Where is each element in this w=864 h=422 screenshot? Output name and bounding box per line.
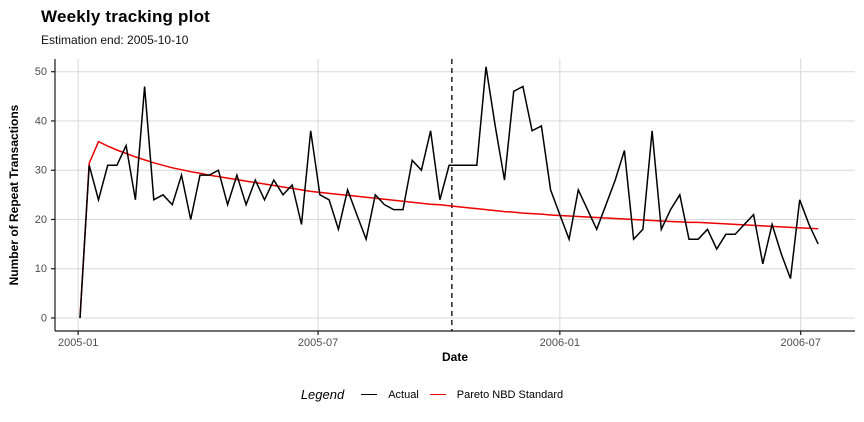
svg-text:0: 0 [41, 313, 47, 325]
svg-text:30: 30 [35, 165, 47, 177]
chart-title: Weekly tracking plot [41, 7, 211, 26]
svg-text:2006-01: 2006-01 [540, 337, 580, 349]
axis-lines [54, 59, 855, 332]
gridlines [55, 59, 855, 331]
tick-marks [51, 71, 802, 335]
svg-text:40: 40 [35, 115, 47, 127]
actual-legend-label: Actual [388, 388, 419, 401]
legend-title: Legend [300, 387, 345, 402]
predicted-series-line [79, 140, 819, 319]
predicted-legend-swatch-line [429, 394, 446, 395]
tick-labels: 0 10 20 30 40 50 2005-01 2005-07 2006-01 2006-07 [35, 66, 821, 349]
actual-series-line [79, 66, 819, 319]
svg-text:20: 20 [35, 214, 47, 226]
chart-subtitle: Estimation end: 2005-10-10 [41, 33, 189, 47]
predicted-legend-label: Pareto NBD Standard [456, 388, 564, 401]
svg-text:10: 10 [35, 263, 47, 275]
actual-legend-swatch-line [361, 394, 378, 395]
svg-text:2006-07: 2006-07 [780, 337, 820, 349]
svg-text:50: 50 [35, 66, 47, 78]
svg-text:2005-07: 2005-07 [298, 337, 338, 349]
x-axis-title: Date [441, 350, 468, 364]
legend: Legend Actual Pareto NBD Standard [0, 387, 864, 402]
svg-text:2005-01: 2005-01 [58, 337, 98, 349]
